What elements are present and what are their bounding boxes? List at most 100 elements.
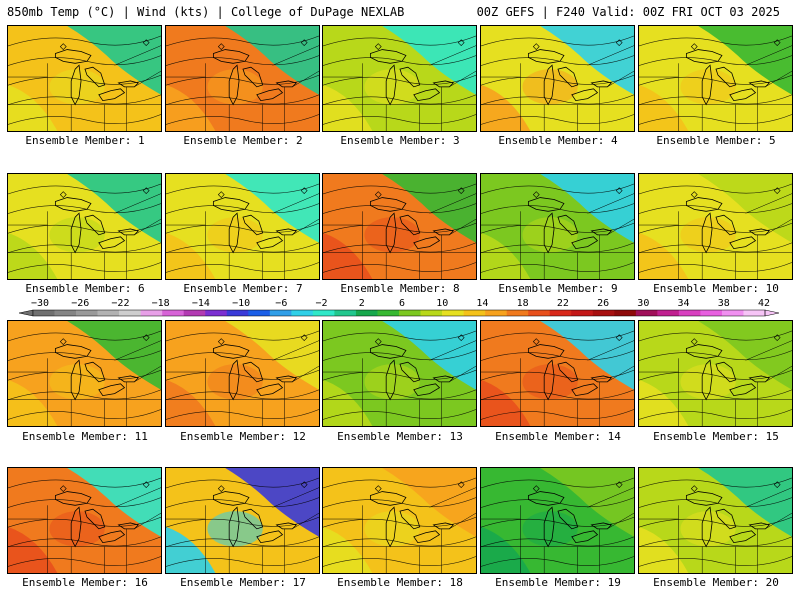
great-lakes-outline (275, 80, 298, 88)
state-boundary (765, 512, 792, 530)
great-lakes-outline (98, 236, 126, 250)
great-lakes-outline (98, 383, 126, 397)
ensemble-member-label: Ensemble Member: 13 (337, 430, 463, 443)
height-contour (323, 74, 476, 86)
lake-marker-icon (374, 338, 382, 345)
state-boundary (292, 218, 319, 236)
lake-marker-icon (374, 43, 382, 50)
height-contour (166, 74, 319, 86)
temperature-field (323, 84, 373, 131)
ensemble-member-label: Ensemble Member: 3 (340, 134, 460, 147)
ensemble-map-panel (7, 320, 162, 427)
colorbar-segment (700, 310, 723, 316)
great-lakes-outline (54, 344, 92, 359)
great-lakes-outline (228, 359, 240, 401)
ensemble-map-panel (638, 173, 793, 280)
height-contour (639, 242, 792, 254)
great-lakes-outline (70, 506, 82, 548)
temperature-field (323, 232, 373, 279)
lake-marker-icon (773, 187, 781, 195)
colorbar-tick-label: −18 (152, 298, 170, 309)
great-lakes-outline (571, 88, 599, 102)
great-lakes-outline (432, 80, 455, 88)
temperature-field (166, 379, 216, 426)
ensemble-member-label: Ensemble Member: 17 (180, 576, 306, 589)
height-contour (639, 369, 792, 381)
ensemble-map-panel (322, 320, 477, 427)
colorbar-segment (614, 310, 637, 316)
height-contour (481, 389, 634, 401)
great-lakes-outline (117, 228, 140, 236)
great-lakes-outline (557, 361, 579, 383)
great-lakes-outline (571, 383, 599, 397)
height-contour (166, 183, 319, 195)
height-contour (323, 536, 476, 548)
ensemble-member-label: Ensemble Member: 16 (22, 576, 148, 589)
lake-marker-icon (690, 43, 698, 50)
colorbar-outline (32, 309, 766, 317)
ensemble-map-panel (638, 467, 793, 574)
colorbar-tick-label: −26 (71, 298, 89, 309)
ensemble-member-label: Ensemble Member: 8 (340, 282, 460, 295)
temperature-field (522, 364, 578, 400)
ensemble-map-panel (480, 320, 635, 427)
height-contour (639, 94, 792, 106)
colorbar-tick-label: −14 (192, 298, 210, 309)
colorbar-tick-label: 34 (678, 298, 690, 309)
height-contour (481, 35, 634, 47)
lake-marker-icon (532, 191, 540, 198)
lake-marker-icon (457, 187, 465, 195)
colorbar-segment (312, 310, 335, 316)
height-contour (323, 35, 476, 47)
state-boundary (587, 340, 634, 361)
great-lakes-outline (369, 344, 407, 359)
temperature-field (49, 217, 105, 253)
lake-marker-icon (532, 338, 540, 345)
state-boundary (449, 70, 476, 88)
lake-marker-icon (374, 485, 382, 492)
height-contour (639, 262, 792, 273)
temperature-field (8, 84, 58, 131)
ensemble-map-panel (638, 25, 793, 132)
temperature-field (166, 84, 216, 131)
great-lakes-outline (701, 64, 713, 106)
state-boundary (607, 70, 634, 88)
lake-marker-icon (615, 187, 623, 195)
state-boundary (607, 365, 634, 383)
lake-marker-icon (217, 191, 225, 198)
height-contour (481, 330, 634, 342)
height-contour (323, 222, 476, 234)
colorbar-arrow-left (18, 309, 34, 317)
great-lakes-outline (543, 359, 555, 401)
state-boundary (449, 365, 476, 383)
colorbar-segment (54, 310, 77, 316)
colorbar-segment (205, 310, 228, 316)
great-lakes-outline (527, 491, 565, 506)
temperature-field (166, 526, 216, 573)
great-lakes-outline (432, 228, 455, 236)
great-lakes-outline (84, 214, 106, 236)
great-lakes-outline (228, 212, 240, 254)
height-contour (481, 556, 634, 567)
great-lakes-outline (228, 64, 240, 106)
great-lakes-outline (117, 80, 140, 88)
great-lakes-outline (701, 506, 713, 548)
run-valid-time: 00Z GEFS | F240 Valid: 00Z FRI OCT 03 20… (476, 5, 780, 19)
height-contour (8, 262, 161, 273)
state-boundary (765, 365, 792, 383)
state-boundary (587, 193, 634, 214)
ensemble-member-label: Ensemble Member: 2 (183, 134, 303, 147)
state-boundary (765, 70, 792, 88)
height-contour (481, 94, 634, 106)
great-lakes-outline (212, 197, 250, 212)
lake-marker-icon (773, 39, 781, 47)
height-contour (481, 222, 634, 234)
height-contour (481, 477, 634, 489)
ensemble-map-panel (322, 173, 477, 280)
height-contour (481, 262, 634, 273)
colorbar-tick-label: −22 (111, 298, 129, 309)
state-boundary (272, 487, 319, 508)
lake-marker-icon (142, 187, 150, 195)
lake-marker-icon (217, 43, 225, 50)
